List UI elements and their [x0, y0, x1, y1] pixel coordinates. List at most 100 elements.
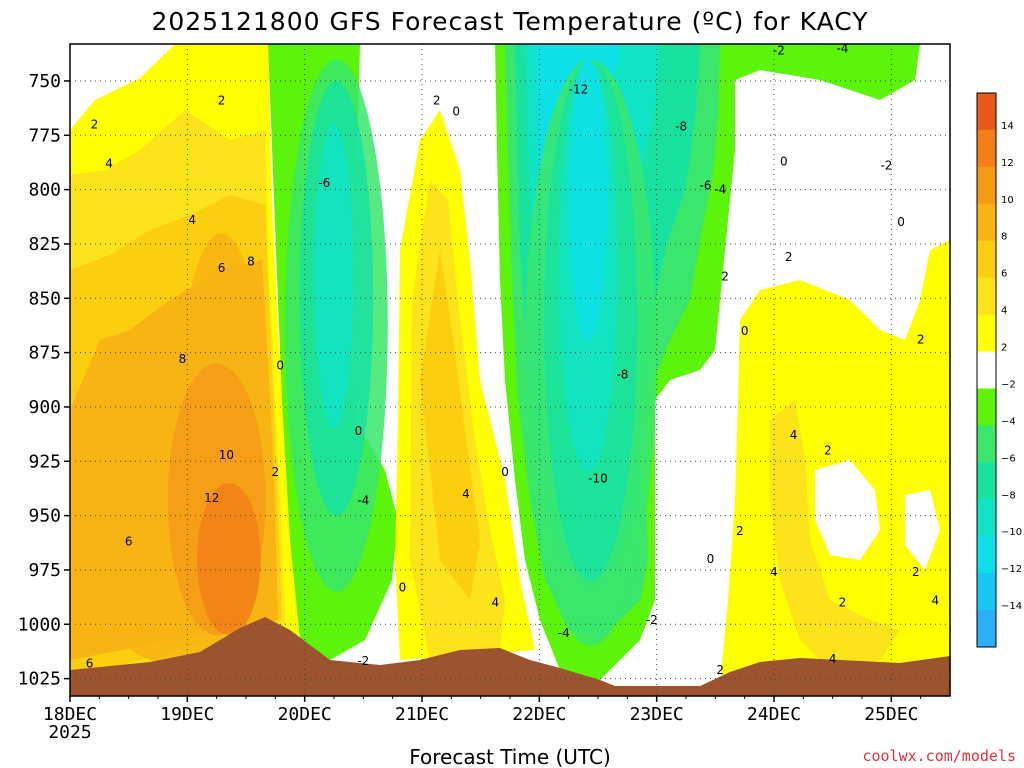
contour-label: 0	[355, 424, 363, 438]
colorbar-swatch	[977, 240, 996, 279]
contour-label: 2	[91, 117, 99, 131]
mild-hole-2	[905, 490, 940, 570]
contour-label: -4	[714, 183, 726, 197]
contour-label: 4	[829, 652, 837, 666]
contour-label: 10	[219, 448, 234, 462]
contour-label: 2	[824, 443, 832, 457]
contour-label: -10	[588, 472, 608, 486]
contour-label: 0	[897, 215, 905, 229]
mild-region-2c	[720, 240, 950, 685]
contour-label: -4	[357, 493, 369, 507]
contour-label: 4	[492, 596, 500, 610]
credit-label: coolwx.com/models	[862, 747, 1016, 765]
colorbar-swatch	[977, 388, 996, 426]
band-5-0	[314, 124, 354, 429]
contour-label: 0	[501, 465, 509, 479]
contour-label: 0	[452, 104, 460, 118]
mild-region-4c	[770, 400, 900, 670]
contour-label: 2	[218, 94, 226, 108]
contour-label: 2	[736, 524, 744, 538]
contour-label: 2	[912, 565, 920, 579]
colorbar-swatch	[977, 314, 996, 353]
colorbar-label: −4	[1001, 416, 1016, 427]
contour-label: 0	[276, 359, 284, 373]
y-tick-label: 975	[28, 560, 61, 581]
contour-label: 4	[188, 213, 196, 227]
colorbar-label: −6	[1001, 453, 1016, 464]
x-axis-label: Forecast Time (UTC)	[409, 745, 611, 768]
contour-label: 4	[105, 157, 113, 171]
x-tick-label: 18DEC	[43, 704, 97, 725]
colorbar-swatch	[977, 277, 996, 316]
colorbar-swatch	[977, 425, 996, 463]
contour-label: 8	[179, 352, 187, 366]
contour-label: -2	[773, 44, 785, 58]
contour-label: 0	[707, 552, 715, 566]
x-tick-label: 24DEC	[747, 704, 801, 725]
contour-label: -8	[675, 120, 687, 134]
colorbar-label: 6	[1001, 269, 1007, 280]
contour-label: 4	[932, 593, 940, 607]
colorbar-label: 14	[1001, 121, 1014, 132]
y-tick-label: 1025	[18, 669, 61, 690]
contour-label: 8	[247, 254, 255, 268]
colorbar-label: −2	[1001, 380, 1016, 391]
contour-label: 2	[716, 663, 724, 677]
contour-label: -12	[569, 83, 589, 97]
contour-label: 0	[780, 154, 788, 168]
x-tick-label: 20DEC	[278, 704, 332, 725]
contour-label: -2	[646, 613, 658, 627]
colorbar: 14 12 10 8 6 4 2 −2 −4 −6 −8 −10 −12 −14	[976, 92, 1022, 648]
colorbar-swatch	[977, 93, 996, 131]
contour-label: -6	[318, 176, 330, 190]
contour-label: 2	[917, 333, 925, 347]
mild-hole	[815, 460, 880, 560]
y-tick-label: 800	[28, 180, 61, 201]
contour-label: -2	[357, 654, 369, 668]
contour-label: 0	[741, 324, 749, 338]
colorbar-swatch	[977, 573, 996, 611]
colorbar-label: −10	[1001, 527, 1022, 538]
contour-label: 2	[785, 250, 793, 264]
contour-label: 6	[125, 535, 133, 549]
colorbar-label: 12	[1001, 158, 1014, 169]
colorbar-label: −12	[1001, 564, 1022, 575]
contour-bands	[70, 59, 657, 664]
contour-label: -2	[880, 159, 892, 173]
contour-label: 2	[433, 94, 441, 108]
y-tick-label: 875	[28, 343, 61, 364]
colorbar-label: −14	[1001, 601, 1022, 612]
colorbar-label: 10	[1001, 195, 1014, 206]
contour-label: 4	[770, 565, 778, 579]
colorbar-swatch	[977, 351, 996, 389]
contour-label: 2	[272, 465, 280, 479]
contour-label: 4	[790, 428, 798, 442]
contour-label: 2	[839, 596, 847, 610]
x-tick-label: 23DEC	[630, 704, 684, 725]
x-tick-label: 19DEC	[160, 704, 214, 725]
y-gridlines	[70, 80, 950, 680]
colorbar-swatch	[977, 610, 996, 648]
contour-label: 6	[218, 261, 226, 275]
colorbar-frame	[976, 92, 997, 648]
contour-label: 4	[462, 487, 470, 501]
y-tick-label: 750	[28, 71, 61, 92]
contour-label: -4	[836, 41, 848, 55]
colorbar-label: 2	[1001, 343, 1007, 354]
y-tick-label: 850	[28, 288, 61, 309]
colorbar-label: 8	[1001, 232, 1007, 243]
contour-label: -8	[616, 367, 628, 381]
chart-title: 2025121800 GFS Forecast Temperature (ºC)…	[151, 7, 868, 36]
y-tick-label: 775	[28, 125, 61, 146]
x-tick-label: 21DEC	[395, 704, 449, 725]
colorbar-swatch	[977, 462, 996, 500]
band-6-0	[568, 59, 608, 342]
x-tick-sublabel: 2025	[48, 722, 91, 743]
y-tick-label: 925	[28, 451, 61, 472]
colorbar-label: −8	[1001, 490, 1016, 501]
x-tick-label: 25DEC	[864, 704, 918, 725]
